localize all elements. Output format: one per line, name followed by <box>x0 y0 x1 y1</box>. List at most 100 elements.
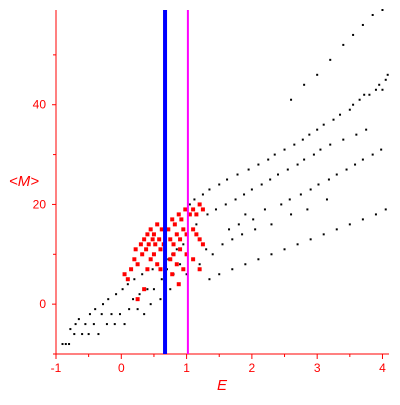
data-point <box>384 78 387 81</box>
data-point <box>110 313 113 316</box>
data-point <box>143 313 146 316</box>
data-point <box>283 148 286 151</box>
data-point <box>226 178 229 181</box>
data-point <box>306 208 309 211</box>
data-point <box>185 273 188 276</box>
data-point <box>68 343 71 346</box>
data-point <box>361 218 364 221</box>
highlight-point <box>151 232 156 237</box>
data-point <box>193 198 196 201</box>
highlight-point <box>187 212 192 217</box>
data-point <box>97 333 100 336</box>
highlight-point <box>171 252 176 257</box>
data-point <box>329 143 332 146</box>
x-tick-label: 4 <box>379 361 386 375</box>
highlight-point <box>148 227 153 232</box>
highlight-point <box>151 252 156 257</box>
highlight-point <box>142 287 147 292</box>
x-tick-label: 3 <box>314 361 321 375</box>
highlight-point <box>191 257 196 262</box>
data-point <box>188 203 191 206</box>
highlight-point <box>197 237 202 242</box>
data-point <box>69 328 72 331</box>
highlight-point <box>153 242 158 247</box>
highlight-point <box>184 232 189 237</box>
data-point <box>113 323 116 326</box>
data-point <box>198 263 201 266</box>
data-point <box>286 168 289 171</box>
highlight-point <box>168 237 173 242</box>
data-point <box>332 118 335 121</box>
data-point <box>74 323 77 326</box>
highlight-point <box>138 242 143 247</box>
highlight-point <box>170 272 175 277</box>
data-point <box>378 83 381 86</box>
x-tick-label: 0 <box>118 361 125 375</box>
data-point <box>92 323 95 326</box>
data-point <box>214 208 217 211</box>
data-point <box>277 173 279 176</box>
data-point <box>263 208 266 211</box>
highlight-point <box>191 227 196 232</box>
data-point <box>309 188 312 191</box>
data-point <box>128 308 131 311</box>
data-point <box>236 173 239 176</box>
data-point <box>301 138 304 141</box>
data-point <box>342 43 345 46</box>
data-point <box>269 178 272 181</box>
highlight-point <box>132 257 137 262</box>
data-point <box>381 88 384 91</box>
highlight-point <box>170 217 175 222</box>
highlight-point <box>158 247 163 252</box>
data-point <box>327 178 330 181</box>
data-point <box>361 158 364 161</box>
data-point <box>308 133 311 136</box>
data-point <box>335 173 338 176</box>
data-point <box>384 208 387 211</box>
data-point <box>355 133 358 136</box>
data-point <box>368 93 371 96</box>
data-point <box>354 163 357 166</box>
data-point <box>231 238 234 241</box>
data-point <box>224 203 227 206</box>
data-point <box>290 213 293 216</box>
data-point <box>252 218 255 221</box>
data-point <box>100 313 103 316</box>
data-point <box>325 198 328 201</box>
highlight-point <box>122 272 127 277</box>
data-point <box>257 258 260 261</box>
highlight-point <box>157 237 162 242</box>
data-point <box>126 283 129 286</box>
data-point <box>365 128 368 131</box>
data-point <box>115 293 118 296</box>
data-point <box>123 323 126 326</box>
data-point <box>179 263 182 266</box>
data-point <box>339 113 342 116</box>
highlight-point <box>135 297 140 302</box>
data-point <box>237 223 240 226</box>
data-point <box>283 248 286 251</box>
data-point <box>317 183 320 186</box>
data-point <box>270 223 273 226</box>
data-point <box>319 148 322 151</box>
highlight-point <box>146 242 151 247</box>
data-point <box>218 273 221 276</box>
highlight-point <box>176 212 181 217</box>
highlight-point <box>168 257 173 262</box>
data-point <box>102 303 105 306</box>
data-point <box>77 318 80 321</box>
data-point <box>254 228 257 231</box>
y-axis-title: <M> <box>9 173 39 190</box>
highlight-point <box>181 227 186 232</box>
data-point <box>348 108 351 111</box>
data-point <box>329 58 332 61</box>
data-point <box>138 293 141 296</box>
x-tick-label: 1 <box>183 361 190 375</box>
data-point <box>371 13 374 16</box>
data-point <box>386 73 389 76</box>
data-point <box>141 273 144 276</box>
data-point <box>228 228 231 231</box>
highlight-point <box>133 247 138 252</box>
data-point <box>290 98 293 101</box>
data-point <box>293 143 296 146</box>
